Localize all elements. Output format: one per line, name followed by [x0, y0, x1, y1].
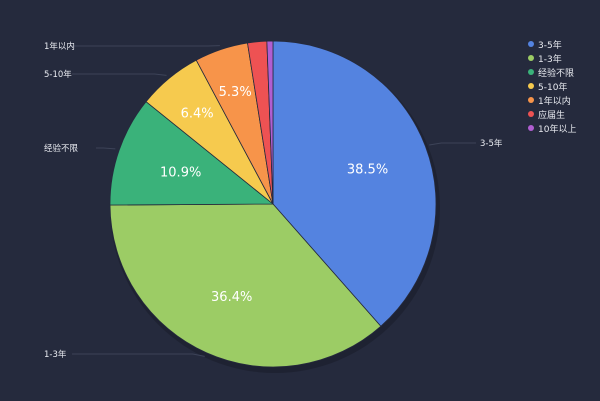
pie-slice [109, 101, 275, 206]
pie-slice [109, 203, 382, 368]
leader-line [72, 73, 167, 76]
slice-data-label: 6.4% [181, 106, 214, 121]
pie-slice [266, 40, 274, 205]
legend-swatch [528, 55, 534, 61]
pie-slice [272, 40, 437, 327]
leader-line [429, 142, 476, 146]
slice-data-label: 10.9% [160, 166, 201, 181]
leader-line [72, 353, 205, 357]
category-label: 3-5年 [480, 138, 503, 149]
legend-label: 应届生 [538, 110, 566, 121]
legend-label: 5-10年 [538, 82, 568, 93]
legend-label: 1-3年 [538, 54, 562, 65]
category-label: 经验不限 [44, 143, 79, 154]
legend-label: 1年以内 [538, 96, 571, 107]
legend-item[interactable]: 10年以上 [528, 121, 576, 135]
legend-item[interactable]: 5-10年 [528, 79, 576, 93]
legend-label: 3-5年 [538, 40, 562, 51]
legend-item[interactable]: 1年以内 [528, 93, 576, 107]
slice-data-label: 36.4% [211, 290, 252, 305]
category-label: 1-3年 [44, 349, 67, 360]
legend-item[interactable]: 1-3年 [528, 51, 576, 65]
legend-swatch [528, 41, 534, 47]
category-label: 5-10年 [44, 69, 72, 80]
legend: 3-5年 1-3年经验不限 5-10年 1年以内应届生 10年以上 [528, 37, 576, 135]
legend-item[interactable]: 应届生 [528, 107, 576, 121]
legend-label: 10年以上 [538, 124, 577, 135]
legend-swatch [528, 83, 534, 89]
leader-line [96, 147, 116, 150]
legend-item[interactable]: 经验不限 [528, 65, 576, 79]
legend-swatch [528, 111, 534, 117]
category-label: 1年以内 [44, 41, 75, 52]
legend-swatch [528, 97, 534, 103]
slice-data-label: 38.5% [347, 162, 388, 177]
legend-label: 经验不限 [538, 68, 575, 79]
slice-data-label: 5.3% [219, 85, 252, 100]
legend-item[interactable]: 3-5年 [528, 37, 576, 51]
legend-swatch [528, 125, 534, 131]
legend-swatch [528, 69, 534, 75]
